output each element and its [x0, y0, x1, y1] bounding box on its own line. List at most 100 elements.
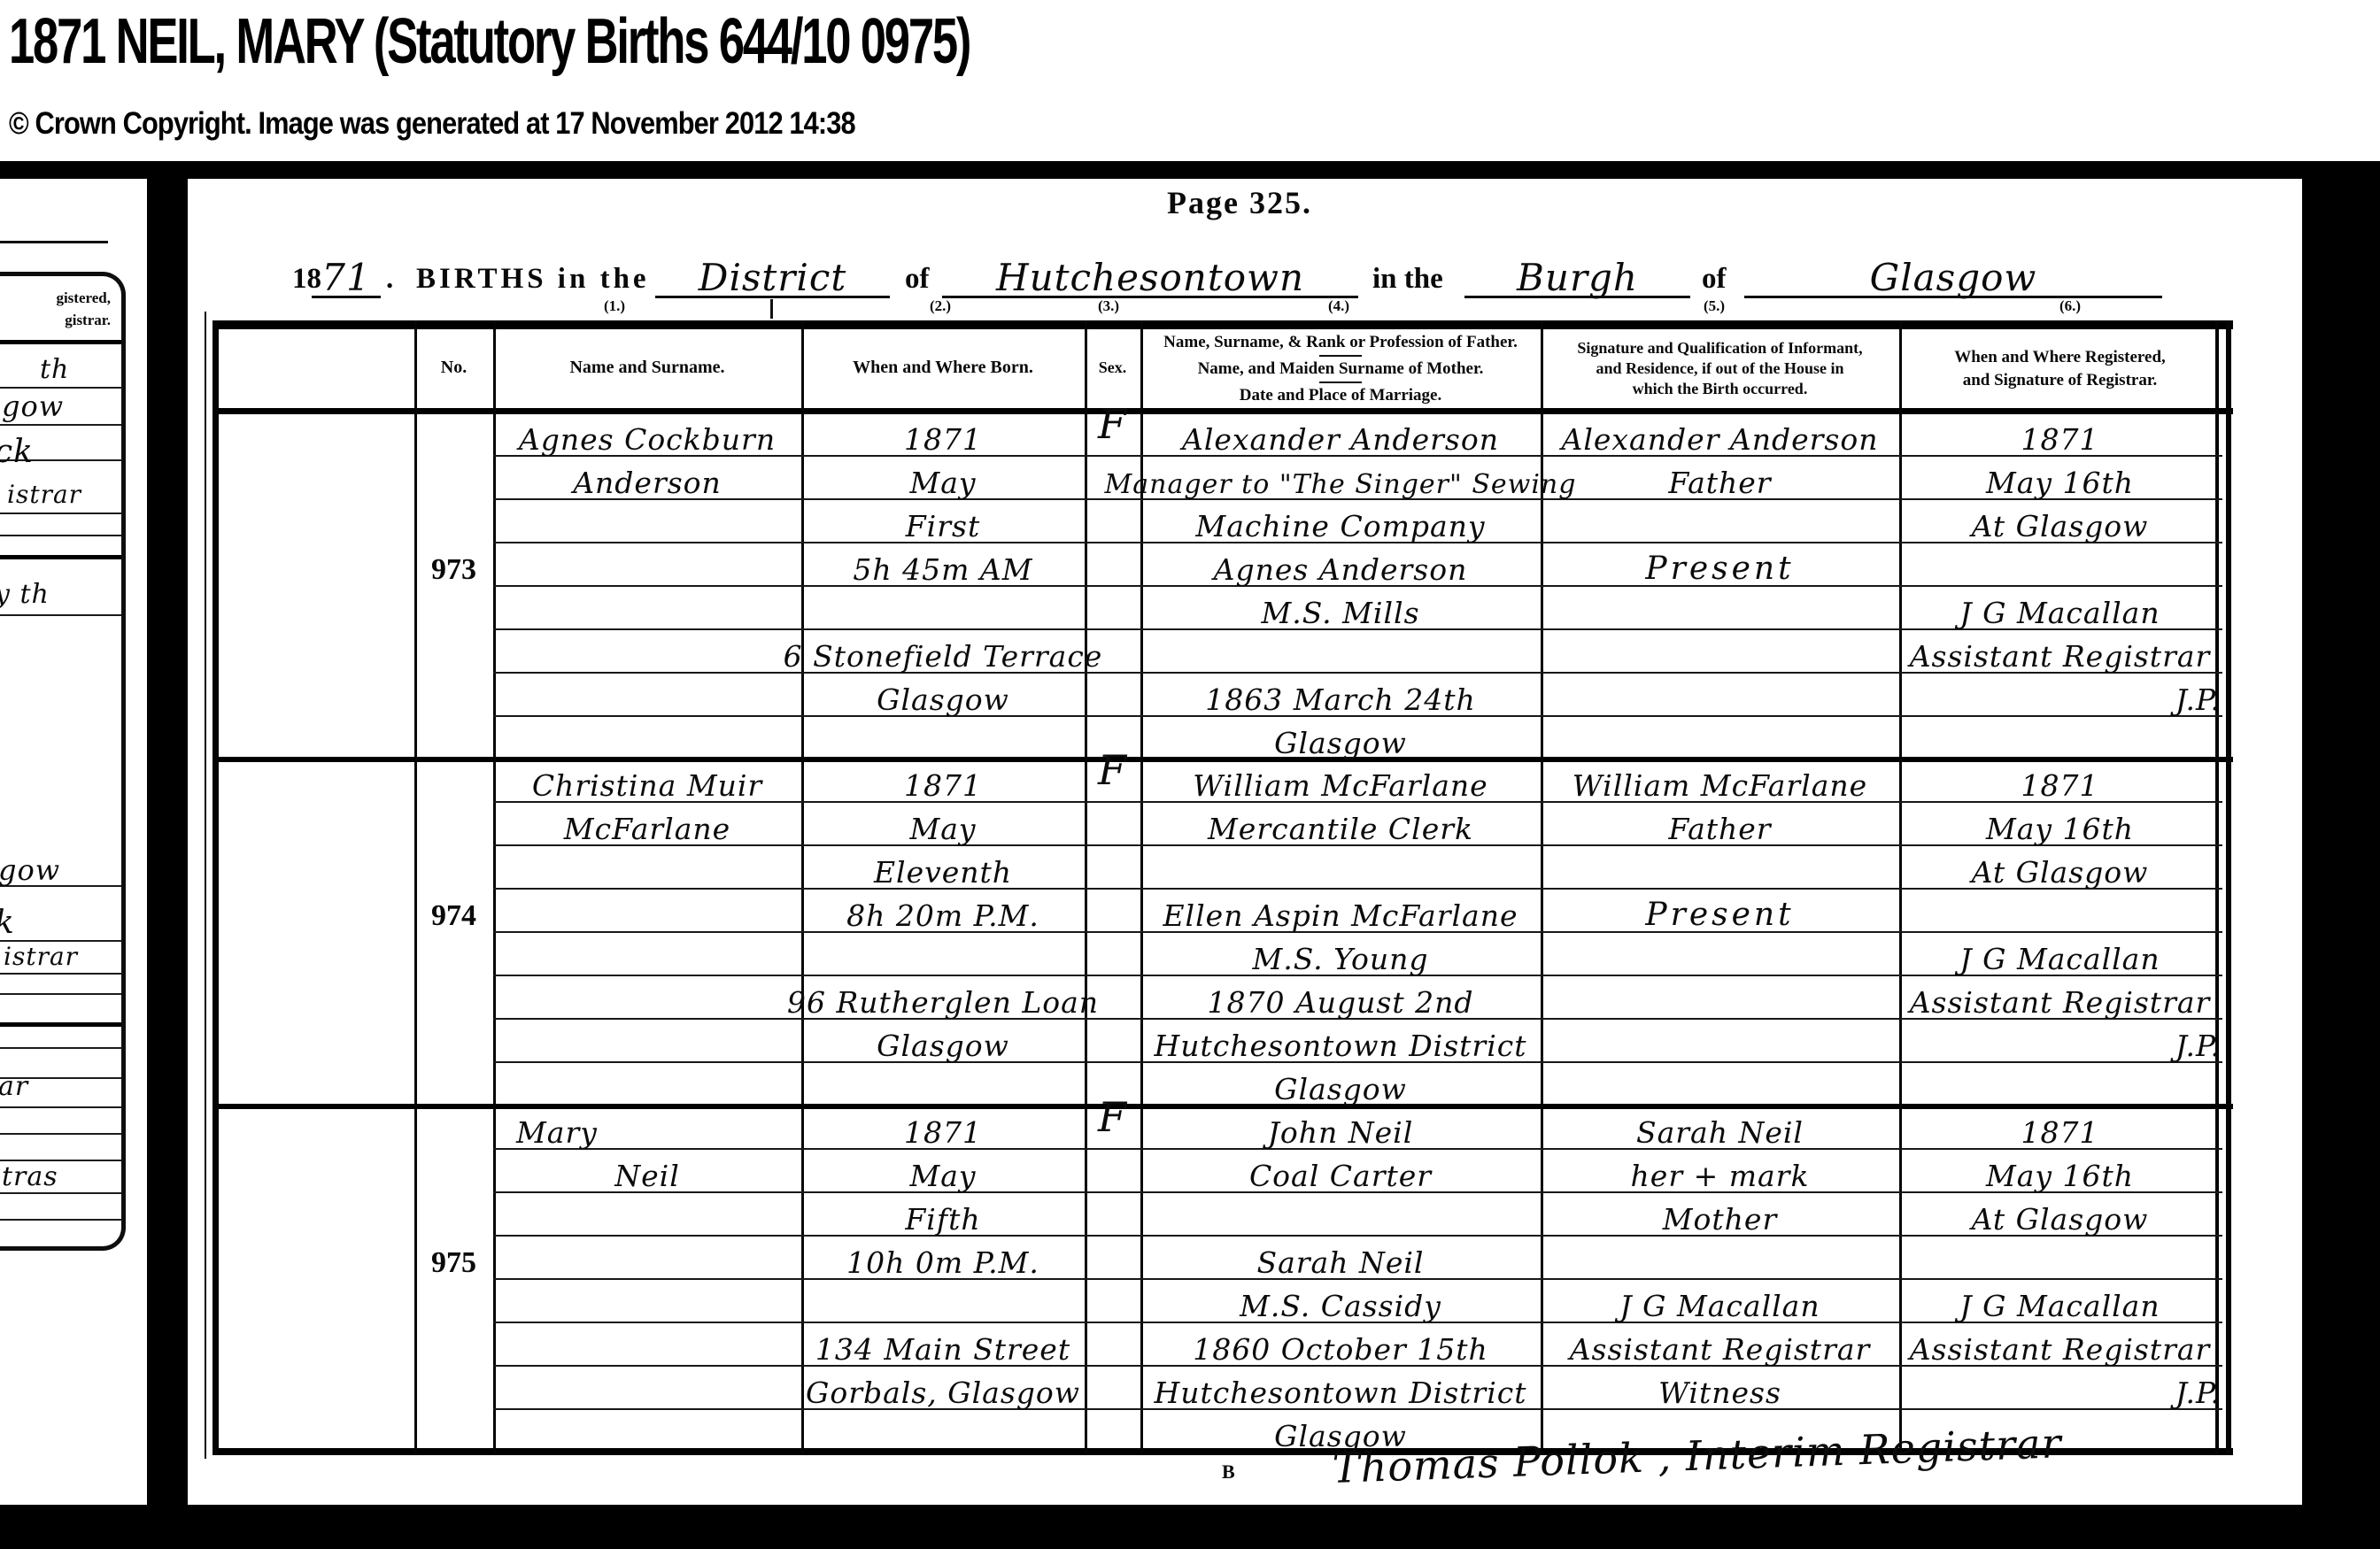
previous-page-rule — [0, 459, 121, 461]
column-number-3: (3.) — [1097, 297, 1120, 314]
registered-line: 1871 — [2021, 422, 2099, 457]
registered-line: J G Macallan — [1959, 596, 2160, 630]
ruled-lines — [493, 1106, 2222, 1414]
heading-births-text: BIRTHS in the — [416, 263, 650, 295]
header-informant-line: which the Birth occurred. — [1632, 380, 1808, 397]
parents-line: Agnes Anderson — [1213, 552, 1468, 587]
informant-line: Witness — [1658, 1376, 1781, 1410]
parents-line: Hutchesontown District — [1154, 1029, 1527, 1063]
table-bottom-border — [212, 1448, 2233, 1455]
registered-line: J G Macallan — [1959, 1289, 2160, 1323]
born-line: 96 Rutherglen Loan — [786, 985, 1100, 1020]
parents-line: Ellen Aspin McFarlane — [1163, 898, 1518, 933]
scan-gutter-band — [147, 161, 188, 1549]
informant-line: Sarah Neil — [1636, 1115, 1804, 1150]
record-title-text: 1871 NEIL, MARY (Statutory Births 644/10… — [9, 6, 971, 77]
born-line: 5h 45m AM — [853, 552, 1033, 587]
name-line: Agnes Cockburn — [518, 422, 777, 457]
previous-page-rule — [0, 340, 121, 344]
parents-line: Coal Carter — [1248, 1159, 1433, 1193]
previous-page-rule — [0, 1160, 121, 1161]
born-line: May — [909, 812, 977, 846]
heading-in-the: in the — [1372, 263, 1443, 295]
registered-line: May 16th — [1985, 1159, 2135, 1193]
registered-line: 1871 — [2021, 1115, 2099, 1150]
previous-page-header-fragment-line: gistrar. — [65, 312, 111, 328]
parents-line: 1860 October 15th — [1193, 1332, 1488, 1367]
previous-page-rule — [0, 1022, 121, 1027]
heading-burgh-name-handwritten: Glasgow — [1869, 256, 2037, 299]
parents-line: Sarah Neil — [1256, 1245, 1425, 1280]
sex-value: F — [1098, 1093, 1127, 1141]
heading-of-1: of — [905, 263, 930, 295]
table-left-border — [212, 320, 219, 1455]
handwriting-fragment: th — [40, 354, 70, 385]
previous-page-rule — [0, 973, 121, 975]
born-line: 8h 20m P.M. — [846, 898, 1039, 933]
table-header-border — [212, 408, 2233, 414]
header-informant: Signature and Qualification of Informant… — [1541, 329, 1899, 408]
previous-page-rule — [0, 535, 121, 536]
previous-page-rule — [0, 1133, 121, 1135]
born-line: First — [905, 509, 981, 543]
born-line: 10h 0m P.M. — [846, 1245, 1039, 1280]
heading-period: . — [386, 263, 394, 295]
parents-line: M.S. Mills — [1261, 596, 1420, 630]
informant-line: Present — [1645, 897, 1795, 933]
tick-mark — [770, 299, 773, 319]
heading-district-handwritten: District — [698, 256, 847, 299]
informant-line: J G Macallan — [1619, 1289, 1820, 1323]
header-father-mother-line: Date and Place of Marriage. — [1239, 385, 1442, 405]
parents-line: 1863 March 24th — [1205, 682, 1476, 717]
header-father-mother-line: Name, Surname, & Rank or Profession of F… — [1163, 332, 1518, 351]
registered-line: At Glasgow — [1971, 855, 2149, 890]
informant-line: Alexander Anderson — [1561, 422, 1879, 457]
copyright-text: © Crown Copyright. Image was generated a… — [9, 106, 856, 141]
registered-line: Assistant Registrar — [1909, 639, 2211, 674]
registered-line: 1871 — [2021, 768, 2099, 803]
previous-page-rule — [0, 885, 121, 887]
scan-bottom-band — [0, 1505, 2380, 1549]
previous-page-header-fragment: gistered, gistrar. — [56, 287, 111, 331]
previous-page-edge: gistered, gistrar. th gow ck istrar y th… — [0, 272, 126, 1251]
ruled-lines — [493, 413, 2222, 721]
previous-page-rule — [0, 512, 121, 514]
registered-line: Assistant Registrar — [1909, 985, 2211, 1020]
parents-line: Machine Company — [1195, 509, 1486, 543]
page-number-label: Page 325. — [1167, 185, 1312, 220]
column-number-2: (2.) — [929, 297, 952, 314]
heading-year-blank: 71 — [312, 250, 381, 298]
informant-line: Mother — [1662, 1202, 1778, 1237]
registered-line: J G Macallan — [1959, 942, 2160, 976]
born-line: May — [909, 1159, 977, 1193]
informant-line: Father — [1668, 466, 1772, 500]
born-line: 6 Stonefield Terrace — [783, 639, 1103, 674]
born-line: Glasgow — [877, 1029, 1009, 1063]
header-father-mother: Name, Surname, & Rank or Profession of F… — [1140, 329, 1541, 408]
previous-page-rule — [0, 555, 121, 559]
header-registered: When and Where Registered, and Signature… — [1899, 329, 2221, 408]
heading-burgh-blank: Burgh — [1464, 250, 1690, 298]
sex-value: F — [1098, 400, 1127, 448]
informant-line: William McFarlane — [1572, 768, 1868, 803]
previous-page-rule — [0, 940, 121, 942]
parents-line: M.S. Cassidy — [1240, 1289, 1441, 1323]
heading-district-name-blank: Hutchesontown — [942, 250, 1358, 298]
table-right-border-outer — [2226, 320, 2231, 1455]
heading-of-2: of — [1702, 263, 1727, 295]
registrar-initials: J.P. — [2175, 1029, 2221, 1063]
column-number-4: (4.) — [1327, 297, 1350, 314]
handwriting-fragment: istrar — [7, 480, 82, 509]
parents-line: Mercantile Clerk — [1208, 812, 1473, 846]
previous-page-rule — [0, 1047, 121, 1049]
parents-line: Alexander Anderson — [1182, 422, 1499, 457]
record-title: 1871 NEIL, MARY (Statutory Births 644/10… — [9, 5, 1325, 78]
handwriting-fragment: k — [0, 905, 15, 941]
header-no: No. — [440, 358, 468, 377]
entry-number: 975 — [431, 1246, 476, 1279]
register-entry-975: 975 Mary Neil 1871 May Fifth 10h 0m P.M.… — [212, 1093, 2231, 1453]
born-line: 134 Main Street — [815, 1332, 1071, 1367]
name-line: Mary — [516, 1115, 598, 1150]
born-line: 1871 — [904, 422, 982, 457]
previous-page-header-fragment-line: gistered, — [56, 289, 111, 306]
